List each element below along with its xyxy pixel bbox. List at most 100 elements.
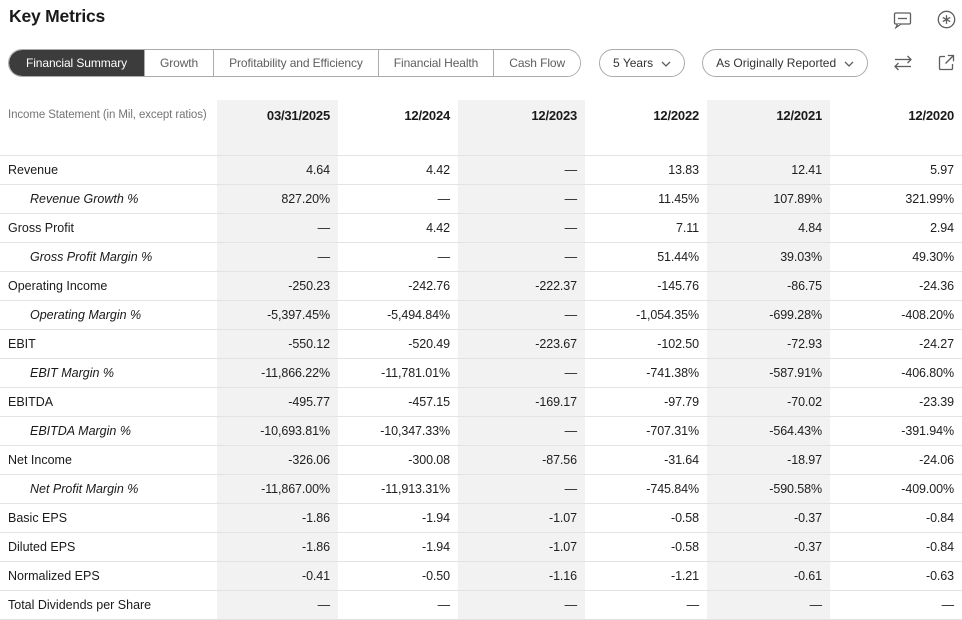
metric-value: 4.84 xyxy=(707,213,830,243)
metric-value: — xyxy=(458,300,585,330)
metric-value: -222.37 xyxy=(458,271,585,301)
asterisk-circle-icon[interactable] xyxy=(934,7,958,31)
metric-value: -5,494.84% xyxy=(338,300,458,330)
metric-value: -10,693.81% xyxy=(217,416,338,446)
metric-value: 4.64 xyxy=(217,155,338,185)
metric-value: — xyxy=(830,590,962,620)
metric-value: — xyxy=(338,184,458,214)
metric-value: -0.61 xyxy=(707,561,830,591)
metric-value: -391.94% xyxy=(830,416,962,446)
table-row: Operating Margin % -5,397.45% -5,494.84% — -… xyxy=(0,300,962,330)
metric-value: 5.97 xyxy=(830,155,962,185)
reporting-basis-dropdown[interactable]: As Originally Reported xyxy=(702,49,869,77)
table-body: Revenue 4.64 4.42—13.83 12.41 5.97 Revenue Gr… xyxy=(0,155,962,620)
table-row: Normalized EPS -0.41 -0.50 -1.16 -1.21 -0.61-… xyxy=(0,561,962,591)
metric-value: -520.49 xyxy=(338,329,458,359)
metric-tabs: Financial Summary Growth Profitability a… xyxy=(8,49,582,77)
export-icon[interactable] xyxy=(934,51,958,75)
metric-value: -87.56 xyxy=(458,445,585,475)
metric-value: -1.07 xyxy=(458,532,585,562)
metric-value: -18.97 xyxy=(707,445,830,475)
metric-value: 39.03% xyxy=(707,242,830,272)
row-label: EBITDA xyxy=(0,387,217,417)
metric-value: -23.39 xyxy=(830,387,962,417)
header-icons xyxy=(890,7,958,31)
metric-value: -1.07 xyxy=(458,503,585,533)
row-label: Gross Profit xyxy=(0,213,217,243)
metric-value: -10,347.33% xyxy=(338,416,458,446)
metric-value: -72.93 xyxy=(707,329,830,359)
table-row: Gross Profit —4.42—7.11 4.84 2.94 xyxy=(0,213,962,243)
tab-profitability-and-efficiency[interactable]: Profitability and Efficiency xyxy=(213,50,378,76)
row-label: Revenue Growth % xyxy=(0,184,217,214)
toolbar: Financial Summary Growth Profitability a… xyxy=(8,49,958,77)
tab-cash-flow[interactable]: Cash Flow xyxy=(493,50,581,76)
metric-value: 107.89% xyxy=(707,184,830,214)
metric-value: -550.12 xyxy=(217,329,338,359)
table-row: Revenue 4.64 4.42—13.83 12.41 5.97 xyxy=(0,155,962,185)
table-row: Operating Income -250.23 -242.76 -222.37 -14… xyxy=(0,271,962,301)
table-row: Gross Profit Margin % — — —51.44% 39.03% 49.3… xyxy=(0,242,962,272)
metric-value: — xyxy=(707,590,830,620)
table-row: EBITDA Margin % -10,693.81% -10,347.33% — -7… xyxy=(0,416,962,446)
table-header-row: Income Statement (in Mil, except ratios)… xyxy=(0,100,962,156)
metric-value: -223.67 xyxy=(458,329,585,359)
metric-value: -300.08 xyxy=(338,445,458,475)
column-header-2024: 12/2024 xyxy=(338,100,458,156)
table-row: Basic EPS -1.86 -1.94 -1.07 -0.58 -0.37 -0.84 xyxy=(0,503,962,533)
column-header-2020: 12/2020 xyxy=(830,100,962,156)
row-label: Gross Profit Margin % xyxy=(0,242,217,272)
metric-value: -0.50 xyxy=(338,561,458,591)
tab-growth[interactable]: Growth xyxy=(144,50,214,76)
metric-value: -0.84 xyxy=(830,532,962,562)
metric-value: — xyxy=(458,590,585,620)
comment-icon[interactable] xyxy=(890,7,914,31)
metric-value: -0.58 xyxy=(585,503,707,533)
metric-value: 11.45% xyxy=(585,184,707,214)
table-row: Net Profit Margin % -11,867.00% -11,913.31… xyxy=(0,474,962,504)
table-row: Net Income -326.06 -300.08 -87.56 -31.64 -18.… xyxy=(0,445,962,475)
row-label: Operating Margin % xyxy=(0,300,217,330)
row-label: Operating Income xyxy=(0,271,217,301)
metric-value: -5,397.45% xyxy=(217,300,338,330)
metric-value: 51.44% xyxy=(585,242,707,272)
metric-value: -24.27 xyxy=(830,329,962,359)
metric-value: -1.94 xyxy=(338,532,458,562)
tab-financial-health[interactable]: Financial Health xyxy=(377,50,494,76)
metric-value: -564.43% xyxy=(707,416,830,446)
tab-financial-summary[interactable]: Financial Summary xyxy=(9,50,144,76)
table-row: EBITDA -495.77 -457.15 -169.17 -97.79 -70.02-… xyxy=(0,387,962,417)
reporting-basis-dropdown-label: As Originally Reported xyxy=(716,56,837,70)
metric-value: -11,866.22% xyxy=(217,358,338,388)
metric-value: 4.42 xyxy=(338,155,458,185)
metric-value: -326.06 xyxy=(217,445,338,475)
metric-value: 827.20% xyxy=(217,184,338,214)
metric-value: -741.38% xyxy=(585,358,707,388)
compare-arrows-icon[interactable] xyxy=(891,51,915,75)
metric-value: -11,867.00% xyxy=(217,474,338,504)
column-header-2023: 12/2023 xyxy=(458,100,585,156)
chevron-down-icon xyxy=(844,56,854,70)
row-label: Net Income xyxy=(0,445,217,475)
row-label: Total Dividends per Share xyxy=(0,590,217,620)
row-label: Revenue xyxy=(0,155,217,185)
metric-value: -0.63 xyxy=(830,561,962,591)
row-label: Basic EPS xyxy=(0,503,217,533)
row-label: EBIT xyxy=(0,329,217,359)
metric-value: -250.23 xyxy=(217,271,338,301)
metric-value: — xyxy=(458,242,585,272)
metric-value: -24.36 xyxy=(830,271,962,301)
metric-value: -31.64 xyxy=(585,445,707,475)
metric-value: — xyxy=(217,242,338,272)
table-corner-label: Income Statement (in Mil, except ratios) xyxy=(0,100,217,156)
column-header-2022: 12/2022 xyxy=(585,100,707,156)
metric-value: -0.84 xyxy=(830,503,962,533)
key-metrics-table: Income Statement (in Mil, except ratios)… xyxy=(0,100,962,620)
metric-value: — xyxy=(458,213,585,243)
years-dropdown[interactable]: 5 Years xyxy=(599,49,686,77)
column-header-2021: 12/2021 xyxy=(707,100,830,156)
row-label: EBITDA Margin % xyxy=(0,416,217,446)
metric-value: -1.21 xyxy=(585,561,707,591)
metric-value: — xyxy=(458,184,585,214)
